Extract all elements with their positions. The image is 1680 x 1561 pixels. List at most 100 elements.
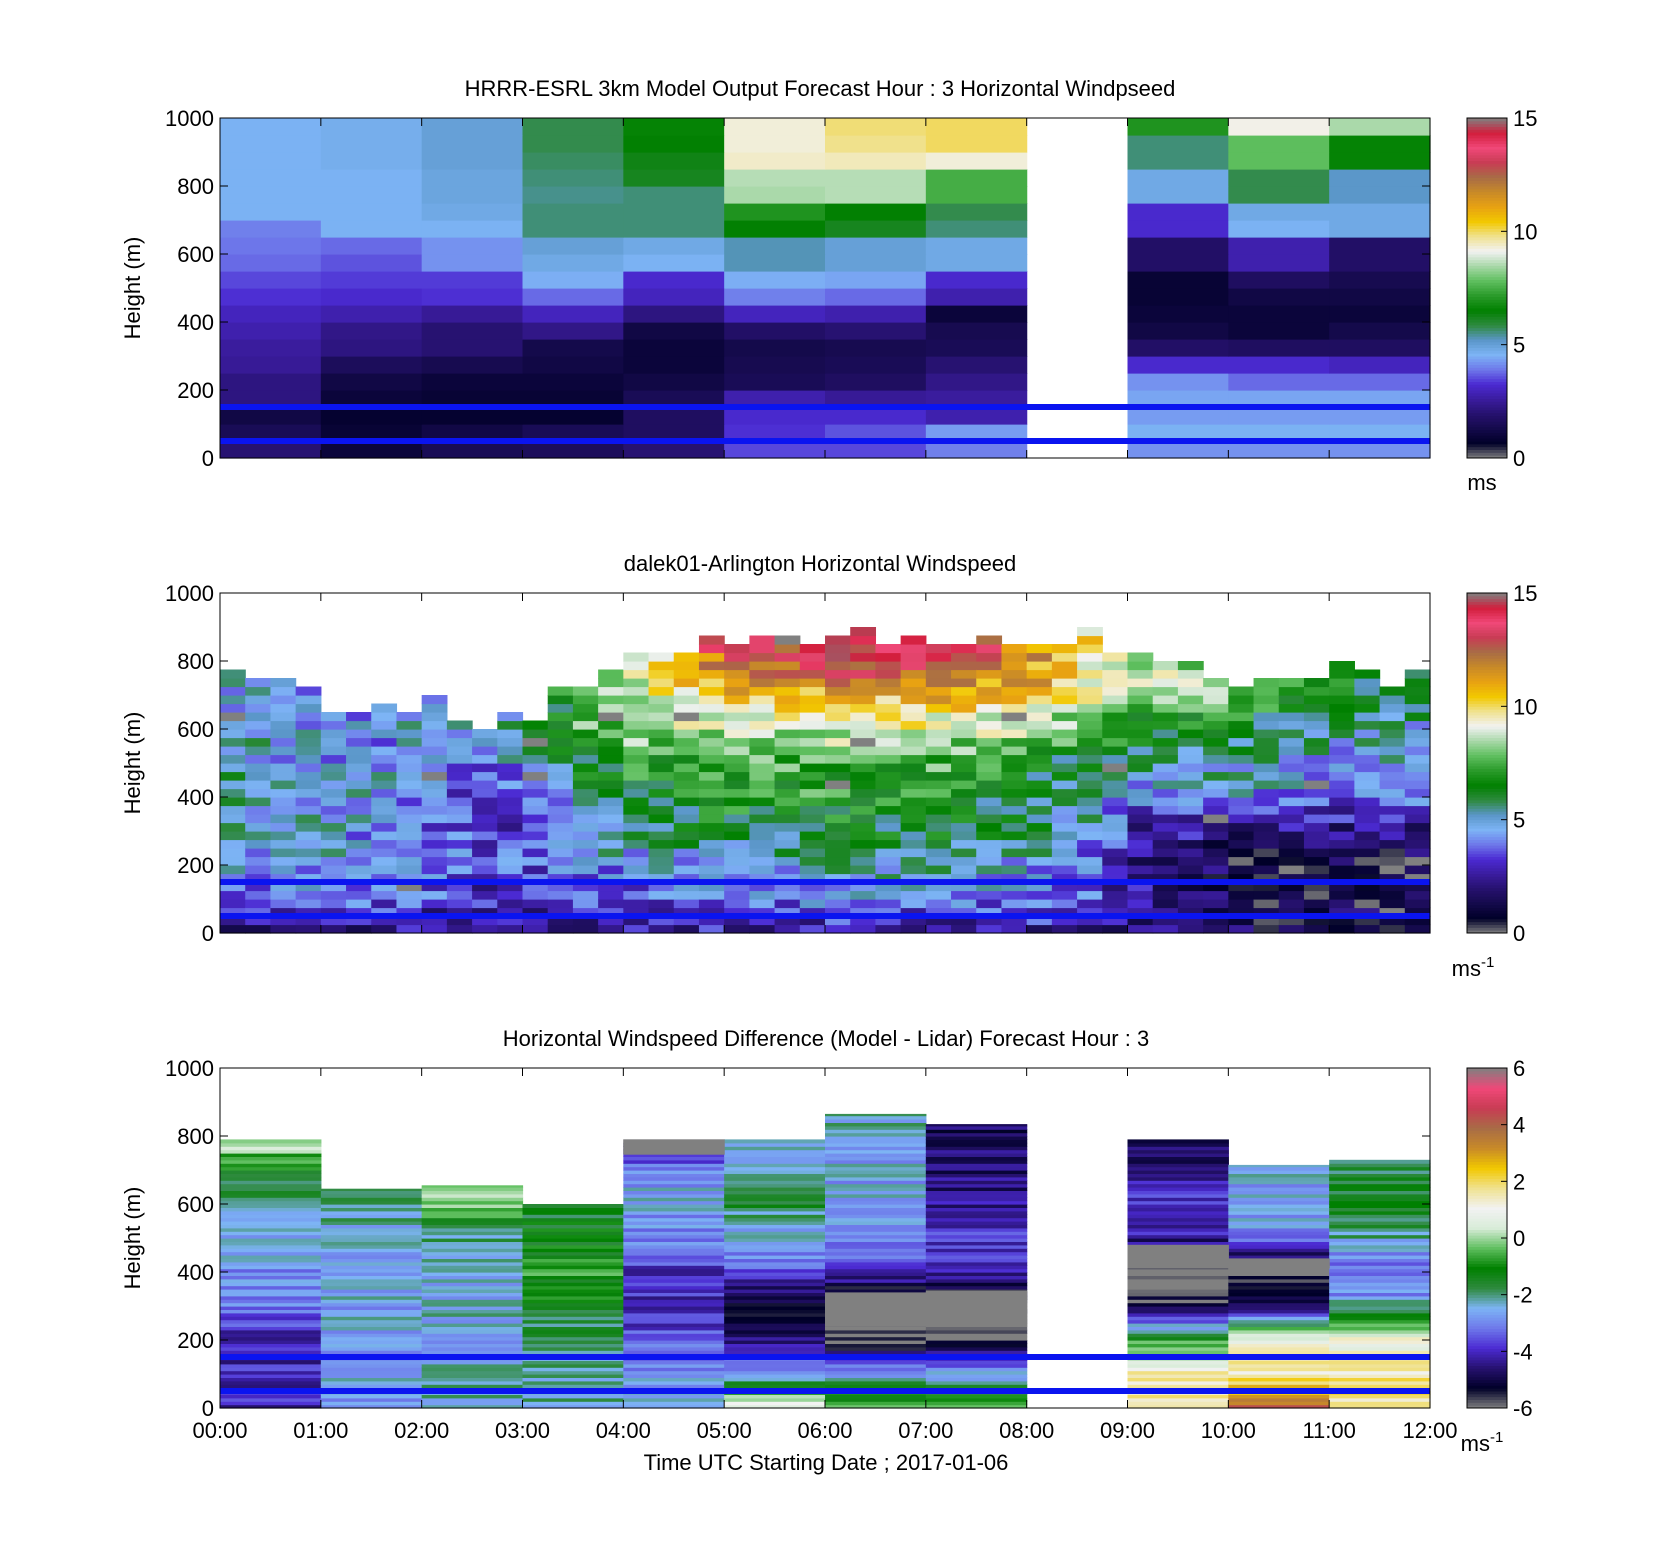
heatmap-cell bbox=[446, 848, 473, 858]
heatmap-cell bbox=[1127, 1350, 1229, 1355]
heatmap-cell bbox=[724, 907, 750, 917]
heatmap-cell bbox=[572, 763, 599, 773]
heatmap-cell bbox=[900, 839, 927, 849]
colorbar-swatch bbox=[1467, 1269, 1507, 1273]
heatmap-cell bbox=[522, 1336, 624, 1341]
heatmap-cell bbox=[522, 1326, 624, 1331]
heatmap-cell bbox=[522, 865, 549, 875]
heatmap-cell bbox=[925, 1129, 1028, 1134]
heatmap-cell bbox=[1127, 203, 1229, 221]
heatmap-cell bbox=[1001, 737, 1028, 747]
heatmap-cell bbox=[1303, 831, 1330, 841]
heatmap-cell bbox=[724, 118, 826, 136]
heatmap-cell bbox=[1228, 686, 1255, 696]
heatmap-cell bbox=[724, 1312, 826, 1317]
heatmap-cell bbox=[1329, 805, 1355, 815]
heatmap-cell bbox=[421, 288, 524, 306]
heatmap-cell bbox=[1228, 907, 1255, 917]
heatmap-cell bbox=[220, 720, 246, 730]
heatmap-cell bbox=[270, 848, 297, 858]
x-axis-label: Time UTC Starting Date ; 2017-01-06 bbox=[644, 1450, 1009, 1475]
heatmap-cell bbox=[1329, 873, 1355, 883]
heatmap-cell bbox=[724, 1258, 826, 1263]
heatmap-cell bbox=[1127, 1231, 1229, 1236]
heatmap-cell bbox=[925, 924, 952, 934]
heatmap-cell bbox=[522, 754, 549, 764]
heatmap-cell bbox=[572, 754, 599, 764]
heatmap-cell bbox=[320, 1394, 423, 1399]
heatmap-cell bbox=[1329, 1251, 1431, 1256]
colorbar-swatch bbox=[1467, 149, 1507, 153]
heatmap-cell bbox=[1404, 890, 1431, 900]
heatmap-cell bbox=[925, 1153, 1028, 1157]
x-tick-label: 00:00 bbox=[192, 1418, 247, 1443]
heatmap-cell bbox=[320, 1214, 423, 1219]
colorbar-swatch bbox=[1467, 1172, 1507, 1177]
colorbar-swatch bbox=[1467, 1198, 1507, 1202]
heatmap-cell bbox=[698, 805, 725, 815]
heatmap-cell bbox=[320, 1227, 423, 1232]
heatmap-cell bbox=[1354, 754, 1381, 764]
heatmap-cell bbox=[1228, 771, 1255, 781]
heatmap-cell bbox=[547, 695, 574, 705]
heatmap-cell bbox=[673, 899, 700, 909]
heatmap-cell bbox=[1026, 797, 1053, 807]
heatmap-cell bbox=[421, 271, 524, 289]
heatmap-cell bbox=[547, 831, 574, 841]
heatmap-cell bbox=[572, 839, 599, 849]
heatmap-cell bbox=[1001, 712, 1028, 722]
colorbar-swatch bbox=[1467, 678, 1507, 682]
heatmap-cell bbox=[698, 644, 725, 654]
heatmap-cell bbox=[220, 1241, 322, 1246]
heatmap-cell bbox=[572, 873, 599, 883]
heatmap-cell bbox=[799, 737, 826, 747]
heatmap-cell bbox=[346, 788, 372, 798]
heatmap-cell bbox=[497, 780, 524, 790]
heatmap-cell bbox=[421, 1289, 524, 1293]
heatmap-cell bbox=[875, 737, 902, 747]
heatmap-cell bbox=[1026, 865, 1053, 875]
heatmap-cell bbox=[1127, 771, 1154, 781]
heatmap-cell bbox=[1127, 1224, 1229, 1229]
heatmap-cell bbox=[825, 1363, 927, 1368]
heatmap-cell bbox=[371, 882, 398, 892]
heatmap-cell bbox=[522, 1244, 624, 1249]
heatmap-cell bbox=[421, 865, 448, 875]
heatmap-cell bbox=[320, 407, 423, 425]
heatmap-cell bbox=[673, 822, 700, 832]
heatmap-cell bbox=[1077, 780, 1103, 790]
heatmap-cell bbox=[925, 1163, 1028, 1168]
heatmap-cell bbox=[925, 1173, 1028, 1178]
heatmap-cell bbox=[547, 839, 574, 849]
heatmap-cell bbox=[1278, 814, 1305, 824]
heatmap-cell bbox=[320, 1221, 423, 1225]
heatmap-cell bbox=[346, 865, 372, 875]
heatmap-cell bbox=[850, 720, 877, 730]
colorbar-swatch bbox=[1467, 412, 1507, 416]
heatmap-cell bbox=[497, 848, 524, 858]
heatmap-cell bbox=[245, 780, 272, 790]
heatmap-cell bbox=[1329, 220, 1431, 238]
heatmap-cell bbox=[522, 1384, 624, 1389]
colorbar-swatch bbox=[1467, 1354, 1507, 1358]
heatmap-cell bbox=[547, 924, 574, 934]
heatmap-cell bbox=[925, 1234, 1028, 1239]
heatmap-cell bbox=[825, 1180, 927, 1185]
heatmap-cell bbox=[850, 737, 877, 747]
heatmap-cell bbox=[925, 390, 1028, 408]
colorbar-swatch bbox=[1467, 601, 1507, 605]
heatmap-cell bbox=[522, 1282, 624, 1287]
heatmap-cell bbox=[320, 1217, 423, 1222]
heatmap-cell bbox=[1001, 882, 1028, 892]
heatmap-cell bbox=[724, 746, 750, 756]
heatmap-cell bbox=[1278, 720, 1305, 730]
heatmap-cell bbox=[421, 1350, 524, 1355]
heatmap-cell bbox=[295, 907, 322, 917]
heatmap-cell bbox=[673, 661, 700, 671]
heatmap-cell bbox=[346, 856, 372, 866]
heatmap-cell bbox=[1329, 678, 1355, 688]
heatmap-cell bbox=[1253, 703, 1280, 713]
heatmap-cell bbox=[547, 686, 574, 696]
colorbar-swatch bbox=[1467, 901, 1507, 906]
heatmap-cell bbox=[925, 1374, 1028, 1378]
